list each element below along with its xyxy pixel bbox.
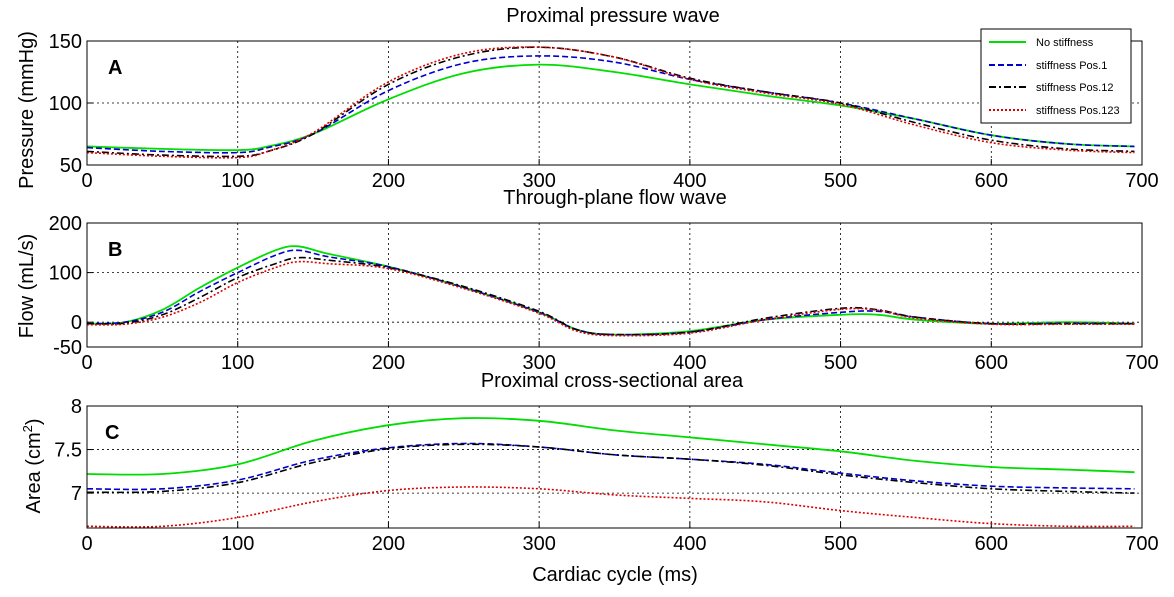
panel-b-x-tick-label: 0 xyxy=(81,352,92,374)
panel-c-title: Proximal cross-sectional area xyxy=(481,370,744,392)
panel-c-y-axis-label-superscript: 2 xyxy=(20,425,35,432)
panel-a-y-axis-label: Pressure (mmHg) xyxy=(16,31,38,189)
panel-b-line-stiffness-pos-12 xyxy=(86,256,1135,336)
panel-c-x-tick-label: 100 xyxy=(221,533,254,555)
panel-a-x-tick-label: 300 xyxy=(522,170,555,192)
panel-a-x-tick-label: 400 xyxy=(673,170,706,192)
panel-b-axes-frame xyxy=(86,222,1143,348)
panel-b-line-stiffness-pos-1 xyxy=(86,249,1135,336)
panel-b-line-no-stiffness xyxy=(86,245,1135,336)
panel-a-line-stiffness-pos-123 xyxy=(86,46,1135,159)
panel-b-y-tick-label: 200 xyxy=(49,213,82,235)
panel-a-x-tick-label: 0 xyxy=(81,170,92,192)
panel-c: Proximal cross-sectional area Area (cm2)… xyxy=(20,370,1159,586)
panel-a-y-tick-label: 150 xyxy=(49,31,82,53)
panel-b-gridlines xyxy=(87,223,1142,347)
panel-a-x-tick-label: 500 xyxy=(824,170,857,192)
panel-c-x-tick-label: 0 xyxy=(81,533,92,555)
panel-a-axes-frame xyxy=(86,40,1143,166)
panel-c-y-axis-label-main: Area (cm xyxy=(23,432,45,513)
panel-b-line-stiffness-pos-123 xyxy=(86,260,1135,337)
panel-c-line-stiffness-pos-1 xyxy=(86,442,1135,491)
panel-c-x-tick-label: 700 xyxy=(1125,533,1158,555)
panel-a-x-tick-label: 600 xyxy=(975,170,1008,192)
panel-c-axes-frame xyxy=(86,405,1143,529)
panel-a-series xyxy=(86,46,1135,159)
panel-b-y-ticks: -50 0 100 200 xyxy=(49,213,93,359)
panel-a-x-tick-label: 200 xyxy=(372,170,405,192)
panel-a-y-tick-label: 50 xyxy=(60,155,82,177)
panel-c-line-no-stiffness xyxy=(86,417,1135,476)
panel-a-y-tick-label: 100 xyxy=(49,93,82,115)
panel-c-y-axis-label-end: ) xyxy=(23,418,45,425)
panel-c-x-tick-label: 400 xyxy=(673,533,706,555)
panel-c-x-tick-label: 300 xyxy=(522,533,555,555)
panel-b-x-tick-label: 200 xyxy=(372,352,405,374)
panel-a-line-stiffness-pos-1 xyxy=(86,55,1135,154)
panel-b-letter: B xyxy=(108,239,122,261)
panel-a-x-tick-label: 700 xyxy=(1125,170,1158,192)
panel-b-x-tick-label: 400 xyxy=(673,352,706,374)
legend-label-stiffness-pos123: stiffness Pos.123 xyxy=(1036,105,1120,117)
panel-a-letter: A xyxy=(108,57,122,79)
legend-entry-no-stiffness: No stiffness xyxy=(989,37,1094,49)
panel-b-x-tick-label: 500 xyxy=(824,352,857,374)
legend-entry-stiffness-pos12: stiffness Pos.12 xyxy=(989,82,1113,94)
panel-b-y-axis-label: Flow (mL/s) xyxy=(16,234,38,338)
panel-c-x-axis-label: Cardiac cycle (ms) xyxy=(532,564,698,586)
panel-b-y-tick-label: -50 xyxy=(53,337,82,359)
panel-a: Proximal pressure wave Pressure (mmHg) A… xyxy=(16,5,1159,192)
legend-entry-stiffness-pos1: stiffness Pos.1 xyxy=(989,60,1107,72)
panel-c-line-stiffness-pos-12 xyxy=(86,443,1135,494)
panel-a-x-ticks: 0 100 200 300 400 500 600 700 xyxy=(81,159,1159,192)
panel-c-letter: C xyxy=(105,422,119,444)
panel-c-series xyxy=(86,417,1135,528)
panel-a-y-ticks: 50 100 150 xyxy=(49,31,93,177)
panel-c-y-axis-label: Area (cm2) xyxy=(20,418,45,513)
panel-b-x-tick-label: 300 xyxy=(522,352,555,374)
panel-c-y-tick-label: 7.5 xyxy=(54,440,82,462)
panel-b-x-ticks: 0 100 200 300 400 500 600 700 xyxy=(81,341,1159,374)
panel-c-x-tick-label: 500 xyxy=(824,533,857,555)
panel-a-x-tick-label: 100 xyxy=(221,170,254,192)
legend: No stiffness stiffness Pos.1 stiffness P… xyxy=(980,28,1132,124)
panel-c-line-stiffness-pos-123 xyxy=(86,486,1135,528)
panel-b-x-tick-label: 700 xyxy=(1125,352,1158,374)
panel-c-y-tick-label: 7 xyxy=(71,483,82,505)
panel-c-x-tick-label: 200 xyxy=(372,533,405,555)
panel-b: Through-plane flow wave Flow (mL/s) B 0 1… xyxy=(16,187,1159,374)
legend-entry-stiffness-pos123: stiffness Pos.123 xyxy=(989,105,1120,117)
panel-c-y-tick-label: 8 xyxy=(71,396,82,418)
panel-b-x-tick-label: 600 xyxy=(975,352,1008,374)
legend-label-stiffness-pos12: stiffness Pos.12 xyxy=(1036,82,1113,94)
panel-c-x-ticks: 0 100 200 300 400 500 600 700 xyxy=(81,522,1159,555)
panel-b-y-tick-label: 0 xyxy=(71,312,82,334)
panel-b-y-tick-label: 100 xyxy=(49,263,82,285)
legend-label-stiffness-pos1: stiffness Pos.1 xyxy=(1036,60,1107,72)
panel-b-title: Through-plane flow wave xyxy=(503,187,726,209)
panel-a-title: Proximal pressure wave xyxy=(506,5,719,27)
legend-box xyxy=(980,28,1132,124)
legend-label-no-stiffness: No stiffness xyxy=(1036,37,1094,49)
panel-b-series xyxy=(86,245,1135,337)
panel-b-x-tick-label: 100 xyxy=(221,352,254,374)
panel-c-x-tick-label: 600 xyxy=(975,533,1008,555)
